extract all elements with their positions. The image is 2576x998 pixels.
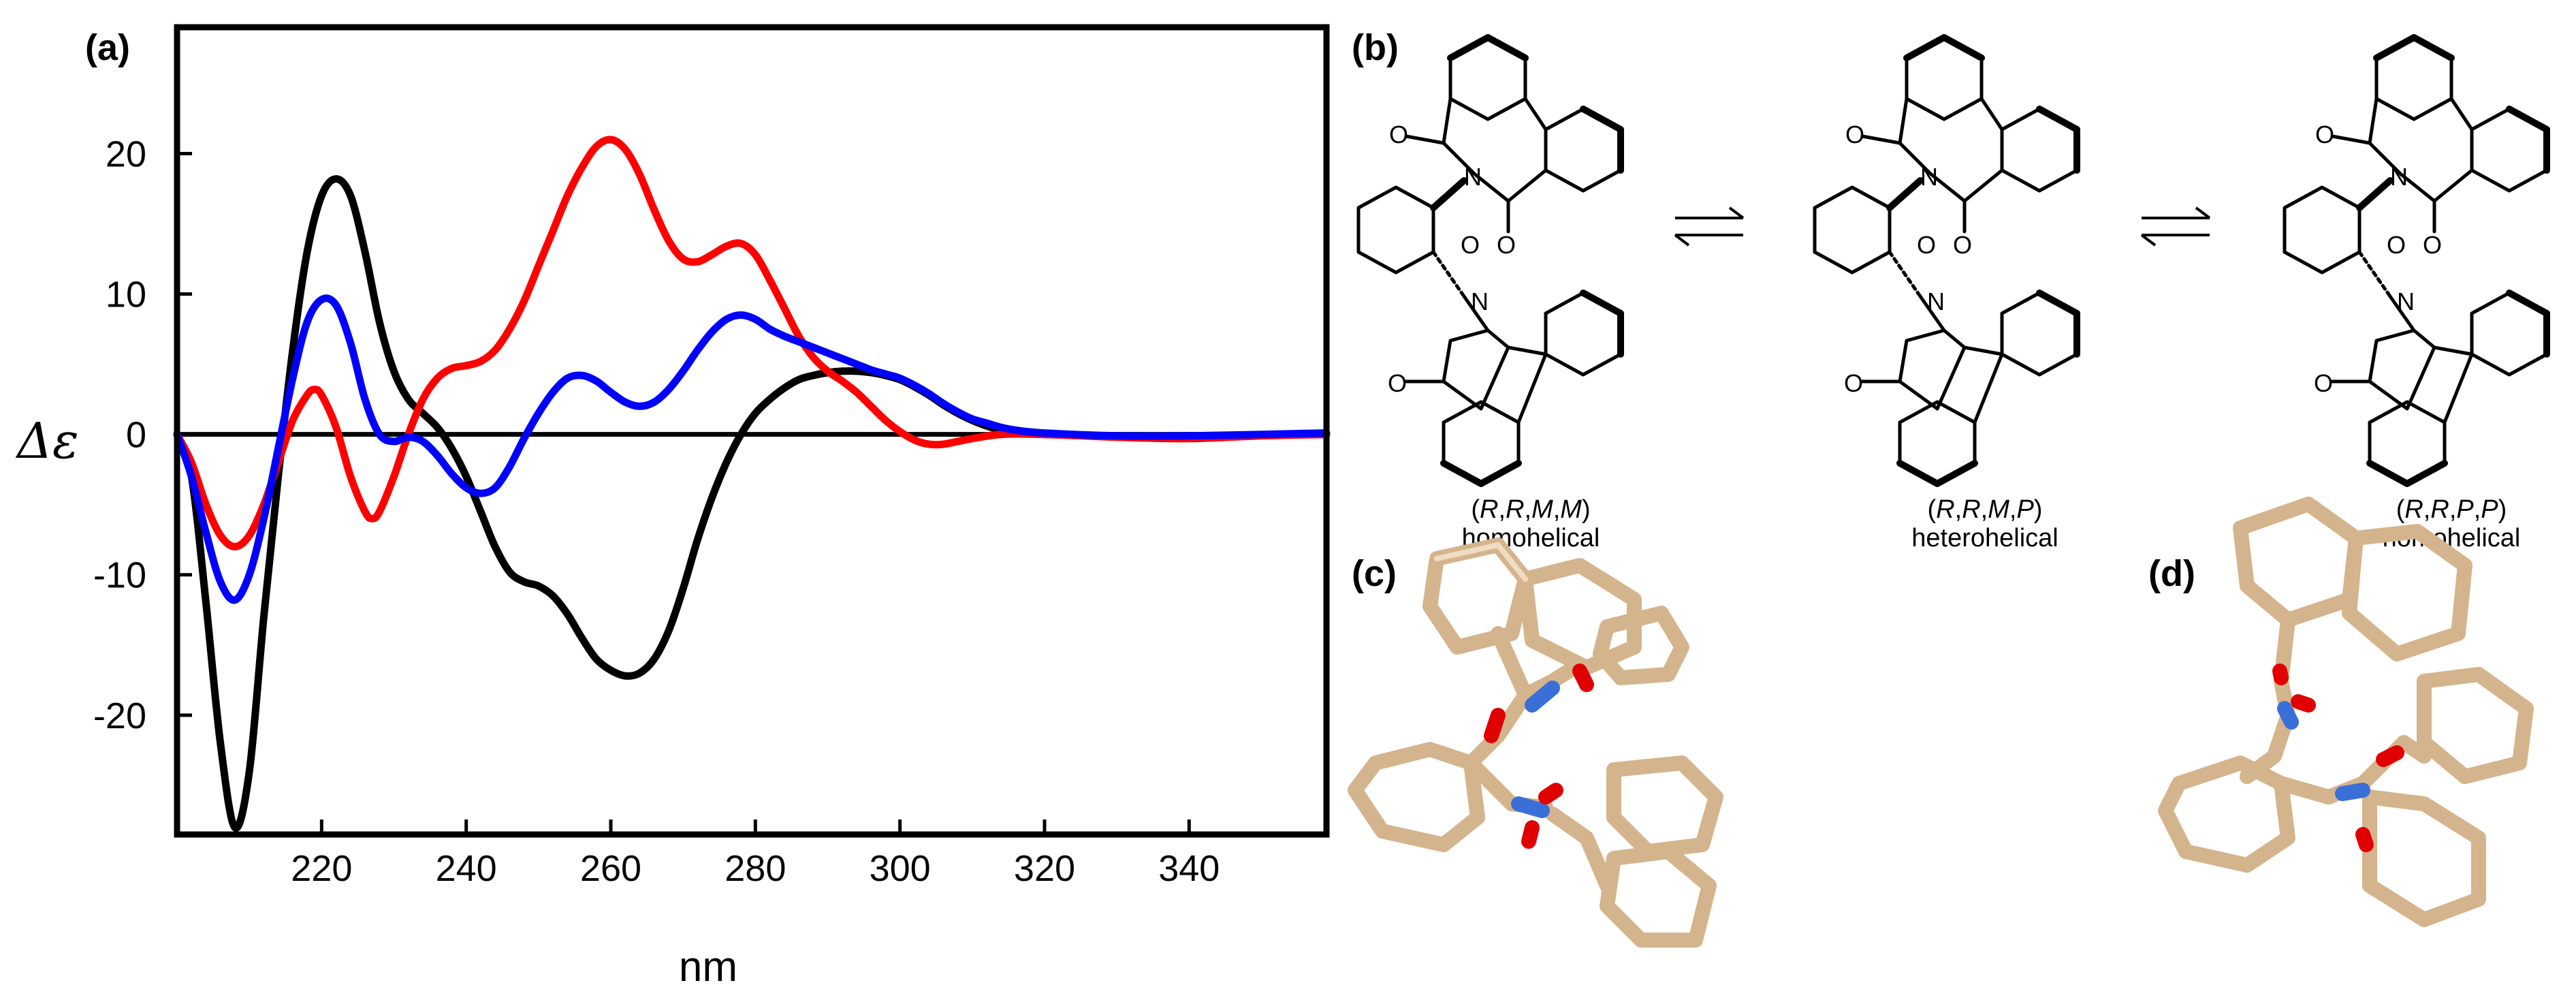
atom-oxygen: O (1497, 231, 1516, 259)
structure-type-rrmp: heterohelical (1911, 524, 2058, 552)
x-tick-label: 260 (580, 848, 641, 889)
stick-model-d (2158, 497, 2534, 927)
structure-config-rrmp: (R,R,M,P) (1928, 495, 2043, 524)
x-axis-label: nm (679, 944, 737, 991)
panel-label-c: (c) (1352, 553, 1397, 594)
atom-nitrogen: N (1464, 163, 1482, 191)
atom-oxygen: O (1388, 369, 1407, 397)
atom-oxygen: O (2314, 369, 2333, 397)
panel-label-d: (d) (2148, 553, 2195, 594)
atom-nitrogen: N (1471, 287, 1489, 315)
structure-rrmm: O N O O N O (R,R,M,M) homohelical (1356, 34, 1624, 552)
atom-oxygen: O (2315, 121, 2334, 149)
panel-b-structures: (b) O N O O N O (1352, 27, 2550, 552)
plot-area: 20 10 0 -10 -20 220 240 260 280 300 320 340 (93, 134, 1331, 889)
equilibrium-arrow-1 (1674, 206, 1745, 247)
atom-oxygen: O (1953, 231, 1972, 259)
atom-oxygen: O (1845, 121, 1864, 149)
y-tick-label: -20 (93, 696, 146, 736)
panel-c-crystal-structure: (c) (1348, 537, 1723, 948)
series-line-2 (173, 294, 1331, 604)
atom-oxygen: O (1461, 231, 1480, 259)
panel-d-crystal-structure: (d) (2148, 497, 2534, 927)
structure-config-rrpp: (R,R,P,P) (2396, 495, 2507, 524)
x-tick-label: 280 (725, 848, 786, 889)
x-tick-label: 340 (1158, 848, 1220, 889)
y-tick-label: -10 (93, 555, 146, 596)
x-tick-label: 320 (1014, 848, 1075, 889)
atom-oxygen: O (1844, 369, 1863, 397)
atom-nitrogen: N (1927, 287, 1945, 315)
equilibrium-arrow-2 (2140, 206, 2211, 247)
panel-label-b: (b) (1352, 27, 1399, 68)
atom-oxygen: O (2387, 231, 2406, 259)
stick-model-c (1348, 537, 1723, 948)
atom-nitrogen: N (2390, 163, 2408, 191)
x-tick-label: 240 (436, 848, 497, 889)
y-tick-label: 0 (126, 415, 146, 456)
y-tick-label: 10 (106, 275, 146, 315)
atom-nitrogen: N (2397, 287, 2415, 315)
plot-frame (174, 24, 1330, 838)
series-line-0 (173, 175, 1331, 832)
structure-rrpp: O N O O N O (R,R,P,P) homohelical (2283, 34, 2550, 552)
atom-oxygen: O (1389, 121, 1408, 149)
structure-rrmp: O N O O N O (R,R,M,P) heterohelical (1813, 34, 2080, 552)
x-tick-label: 300 (870, 848, 931, 889)
atom-oxygen: O (2423, 231, 2442, 259)
structure-config-rrmm: (R,R,M,M) (1471, 495, 1590, 524)
series-line-1 (173, 136, 1331, 550)
x-tick-label: 220 (291, 848, 352, 889)
panel-label-a: (a) (85, 27, 130, 68)
y-axis-label: Δε (15, 412, 79, 469)
atom-oxygen: O (1917, 231, 1936, 259)
y-tick-label: 20 (106, 134, 146, 174)
atom-nitrogen: N (1920, 163, 1938, 191)
